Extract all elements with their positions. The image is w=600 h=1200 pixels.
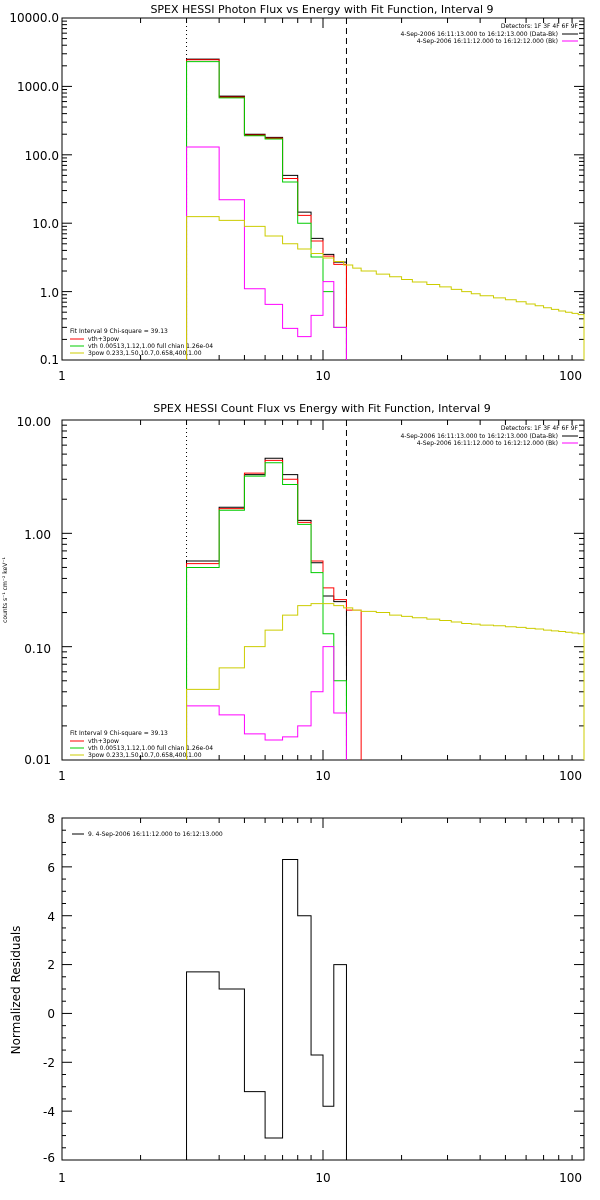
photon-y-tick-label: 1000.0 [17, 80, 59, 94]
residual-y-tick-label: 6 [47, 861, 55, 875]
photon-series-0-line [186, 58, 347, 360]
count-y-axis-label: counts s⁻¹ cm⁻² keV⁻¹ [2, 557, 9, 623]
photon-y-tick-label: 10.0 [32, 217, 59, 231]
count-series-2-line [186, 462, 347, 760]
photon-legend-bk-label: 4-Sep-2006 16:11:12.000 to 16:12:12.000 … [417, 38, 558, 45]
count-legend-data-label: 4-Sep-2006 16:11:13.000 to 16:12:13.000 … [400, 433, 558, 440]
count-legend-3pow-label: 3pow 0.233,1.50,10.7,0.658,400,1.00 [88, 752, 202, 759]
count-series-1-line [186, 459, 362, 760]
count-legend-bk-label: 4-Sep-2006 16:11:12.000 to 16:12:12.000 … [417, 440, 558, 447]
residual-y-tick-label: 8 [47, 812, 55, 826]
residual-series-0-line [186, 859, 347, 1160]
photon-y-tick-label: 1.0 [40, 286, 59, 300]
photon-y-tick-label: 10000.0 [9, 11, 59, 25]
residual-y-tick-label: -6 [43, 1151, 55, 1165]
photon-x-tick-label: 10 [315, 369, 330, 383]
residuals-panel: 8 6 4 2 0 -2 -4 -6 1 10 100 Normalized R… [9, 812, 585, 1185]
residual-y-tick-label: -2 [43, 1056, 55, 1070]
count-y-tick-label: 10.00 [17, 415, 51, 429]
residual-x-tick-label: 10 [315, 1171, 330, 1185]
photon-x-tick-label: 1 [58, 369, 66, 383]
residual-y-tick-label: 0 [47, 1007, 55, 1021]
photon-legend-data-label: 4-Sep-2006 16:11:13.000 to 16:12:13.000 … [400, 31, 558, 38]
residual-x-tick-label: 100 [559, 1171, 582, 1185]
photon-legend-vth-label: vth 0.00513,1.12,1.00 full chian 1.26e-0… [88, 343, 213, 350]
count-flux-panel: SPEX HESSI Count Flux vs Energy with Fit… [2, 402, 585, 783]
residual-x-tick-label: 1 [58, 1171, 66, 1185]
chart-marks [61, 18, 585, 1161]
residual-y-axis-label: Normalized Residuals [9, 926, 23, 1055]
photon-series-4-line [186, 216, 585, 360]
count-series-4-line [186, 603, 585, 760]
count-x-tick-label: 100 [559, 769, 582, 783]
photon-y-tick-label: 0.1 [40, 353, 59, 367]
count-legend-vth-label: vth 0.00513,1.12,1.00 full chian 1.26e-0… [88, 745, 213, 752]
residual-legend-label: 9. 4-Sep-2006 16:11:12.000 to 16:12:13.0… [88, 831, 223, 838]
count-x-tick-label: 10 [315, 769, 330, 783]
count-y-tick-label: 0.01 [24, 753, 51, 767]
residual-y-tick-label: 4 [47, 910, 55, 924]
count-y-tick-label: 1.00 [24, 528, 51, 542]
count-x-tick-label: 1 [58, 769, 66, 783]
photon-legend-3pow-label: 3pow 0.233,1.50,10.7,0.658,400,1.00 [88, 350, 202, 357]
count-fit-interval-label: Fit Interval 9 Chi-square = 39.13 [70, 730, 168, 737]
count-legend-detectors: Detectors: 1F 3F 4F 6F 9F [501, 425, 579, 432]
photon-legend-fit-label: vth+3pow [88, 336, 119, 343]
residual-y-tick-label: -4 [43, 1105, 55, 1119]
count-flux-title: SPEX HESSI Count Flux vs Energy with Fit… [153, 402, 490, 415]
photon-flux-panel: SPEX HESSI Photon Flux vs Energy with Fi… [9, 3, 585, 383]
photon-legend-detectors: Detectors: 1F 3F 4F 6F 9F [501, 23, 579, 30]
count-y-tick-label: 0.10 [24, 642, 51, 656]
count-series-3-line [186, 646, 347, 760]
photon-series-2-line [186, 61, 347, 360]
count-legend-fit-label: vth+3pow [88, 738, 119, 745]
residuals-plot-frame [61, 817, 585, 1161]
residual-y-tick-label: 2 [47, 958, 55, 972]
photon-fit-interval-label: Fit Interval 9 Chi-square = 39.13 [70, 328, 168, 335]
count-series-0-line [186, 457, 347, 760]
photon-x-tick-label: 100 [559, 369, 582, 383]
photon-y-tick-label: 100.0 [25, 149, 59, 163]
photon-series-3-line [186, 146, 347, 360]
photon-flux-title: SPEX HESSI Photon Flux vs Energy with Fi… [150, 3, 493, 16]
photon-series-1-line [186, 59, 347, 360]
